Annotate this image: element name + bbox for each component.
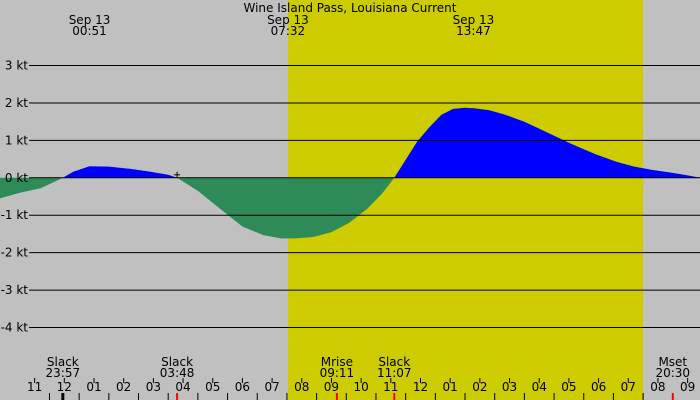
- hour-tick-label: 09: [324, 380, 339, 394]
- bottom-event-label: Slack: [47, 355, 79, 369]
- label-layer: Wine Island Pass, Louisiana Current 3 kt…: [1, 1, 696, 394]
- y-tick-label: 2 kt: [5, 96, 28, 110]
- bottom-event-time: 20:30: [655, 366, 690, 380]
- hour-tick-label: 04: [532, 380, 547, 394]
- flood-current-area: [62, 166, 178, 178]
- y-tick-label: -2 kt: [1, 246, 29, 260]
- hour-tick-label: 04: [175, 380, 190, 394]
- bottom-event-label: Mrise: [321, 355, 353, 369]
- hour-tick-label: 03: [146, 380, 161, 394]
- y-tick-label: 3 kt: [5, 59, 28, 73]
- hour-tick-label: 06: [591, 380, 606, 394]
- y-tick-label: 1 kt: [5, 133, 28, 147]
- hour-tick-label: 10: [353, 380, 368, 394]
- hour-tick-label: 08: [650, 380, 665, 394]
- hour-tick-label: 11: [27, 380, 42, 394]
- bottom-event-time: 23:57: [46, 366, 81, 380]
- hour-tick-label: 01: [443, 380, 458, 394]
- hour-tick-label: 07: [621, 380, 636, 394]
- hour-tick-label: 02: [116, 380, 131, 394]
- top-annotation-date: Sep 13: [453, 13, 495, 27]
- top-annotation-time: 13:47: [456, 24, 491, 38]
- bottom-event-time: 11:07: [377, 366, 412, 380]
- bottom-event-label: Slack: [161, 355, 193, 369]
- hour-tick-label: 12: [57, 380, 72, 394]
- top-annotation-date: Sep 13: [267, 13, 309, 27]
- chart-title: Wine Island Pass, Louisiana Current: [244, 1, 457, 15]
- bottom-event-label: Slack: [378, 355, 410, 369]
- y-tick-label: -3 kt: [1, 283, 29, 297]
- grid-layer: [29, 65, 700, 400]
- flood-current-area: [394, 107, 700, 178]
- hour-tick-label: 08: [294, 380, 309, 394]
- hour-tick-label: 12: [413, 380, 428, 394]
- hour-tick-label: 01: [86, 380, 101, 394]
- hour-tick-label: 11: [383, 380, 398, 394]
- ebb-current-area: [0, 177, 63, 199]
- y-tick-label: 0 kt: [5, 171, 28, 185]
- hour-tick-label: 03: [502, 380, 517, 394]
- hour-tick-label: 05: [205, 380, 220, 394]
- top-annotation-time: 07:32: [271, 24, 306, 38]
- bottom-event-time: 09:11: [320, 366, 355, 380]
- hour-tick-label: 06: [235, 380, 250, 394]
- bottom-event-label: Mset: [658, 355, 687, 369]
- hour-tick-label: 09: [680, 380, 695, 394]
- hour-tick-label: 07: [264, 380, 279, 394]
- top-annotation-date: Sep 13: [69, 13, 111, 27]
- hour-tick-label: 02: [472, 380, 487, 394]
- bottom-event-time: 03:48: [160, 366, 195, 380]
- y-tick-label: -1 kt: [1, 208, 29, 222]
- ebb-current-area: [177, 177, 395, 239]
- current-area-layer: [0, 107, 700, 239]
- y-tick-label: -4 kt: [1, 321, 29, 335]
- top-annotation-time: 00:51: [72, 24, 107, 38]
- hour-tick-label: 05: [561, 380, 576, 394]
